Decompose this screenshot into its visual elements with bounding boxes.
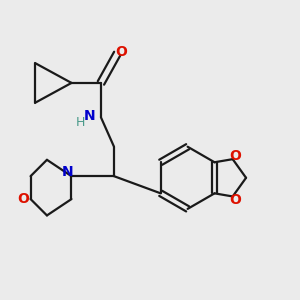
- Text: N: N: [62, 165, 74, 179]
- Text: O: O: [230, 193, 241, 207]
- Text: H: H: [75, 116, 85, 129]
- Text: O: O: [230, 149, 241, 163]
- Text: O: O: [17, 192, 29, 206]
- Text: O: O: [115, 44, 127, 58]
- Text: N: N: [84, 109, 95, 123]
